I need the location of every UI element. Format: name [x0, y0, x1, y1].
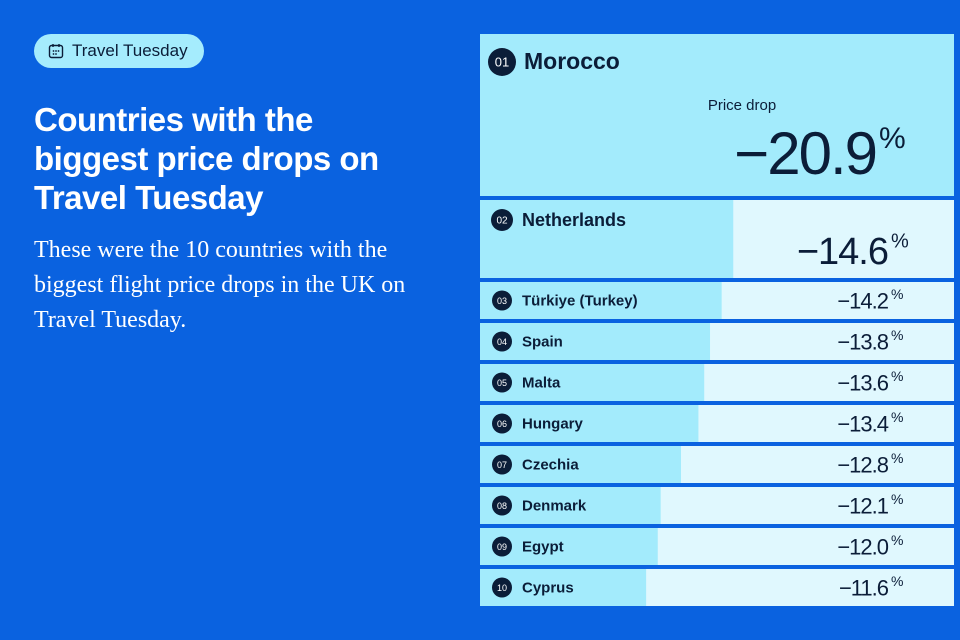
- category-label: Malta: [522, 374, 561, 391]
- unit-label: %: [891, 450, 903, 466]
- unit-label: %: [891, 491, 903, 507]
- rank-label: 08: [497, 501, 507, 511]
- rank-label: 05: [497, 378, 507, 388]
- rank-badge: [491, 209, 513, 231]
- bar: [480, 34, 917, 196]
- value-label: −12.0: [837, 534, 888, 559]
- value-label: −20.9: [734, 120, 876, 187]
- rank-label: 02: [496, 216, 508, 227]
- rank-badge: [492, 454, 512, 475]
- rank-label: 04: [497, 337, 507, 347]
- value-label: −14.6: [797, 231, 888, 273]
- value-label: −13.4: [837, 411, 888, 436]
- value-label: −13.6: [837, 370, 888, 395]
- value-label: −11.6: [839, 575, 889, 600]
- value-label: −14.2: [837, 288, 888, 313]
- category-label: Czechia: [522, 456, 579, 473]
- rank-label: 07: [497, 460, 507, 470]
- bar: [480, 200, 734, 278]
- rank-label: 01: [495, 54, 509, 69]
- rank-badge: [492, 290, 512, 311]
- rank-badge: [488, 48, 516, 76]
- badge: Travel Tuesday: [34, 34, 204, 68]
- value-caption: Price drop: [708, 97, 776, 114]
- rank-badge: [492, 577, 512, 598]
- category-label: Türkiye (Turkey): [522, 292, 638, 309]
- unit-label: %: [891, 409, 903, 425]
- category-label: Hungary: [522, 415, 584, 432]
- rank-label: 03: [497, 296, 507, 306]
- rank-label: 09: [497, 542, 507, 552]
- unit-label: %: [891, 573, 903, 589]
- bar: [480, 446, 681, 483]
- subtitle: These were the 10 countries with the big…: [34, 237, 406, 333]
- rank-label: 06: [497, 419, 507, 429]
- rank-badge: [492, 495, 512, 516]
- bar: [480, 282, 722, 319]
- category-label: Cyprus: [522, 579, 574, 596]
- unit-label: %: [891, 230, 909, 252]
- category-label: Netherlands: [522, 210, 626, 230]
- value-label: −12.8: [837, 452, 888, 477]
- unit-label: %: [891, 286, 903, 302]
- unit-label: %: [879, 122, 906, 155]
- rank-badge: [492, 372, 512, 393]
- category-label: Morocco: [524, 48, 620, 74]
- unit-label: %: [891, 327, 903, 343]
- category-label: Spain: [522, 333, 563, 350]
- rank-label: 10: [497, 583, 507, 593]
- unit-label: %: [891, 368, 903, 384]
- title: Countries with the biggest price drops o…: [34, 101, 379, 216]
- value-label: −13.8: [837, 329, 888, 354]
- bar: [480, 323, 711, 360]
- rank-badge: [492, 331, 512, 352]
- rank-badge: [492, 536, 512, 557]
- bar: [480, 405, 699, 442]
- rank-badge: [492, 413, 512, 434]
- category-label: Denmark: [522, 497, 587, 514]
- badge-text: Travel Tuesday: [72, 41, 188, 60]
- category-label: Egypt: [522, 538, 564, 555]
- unit-label: %: [891, 532, 903, 548]
- calendar-icon: [48, 44, 64, 59]
- value-label: −12.1: [837, 493, 888, 518]
- bar: [480, 364, 705, 401]
